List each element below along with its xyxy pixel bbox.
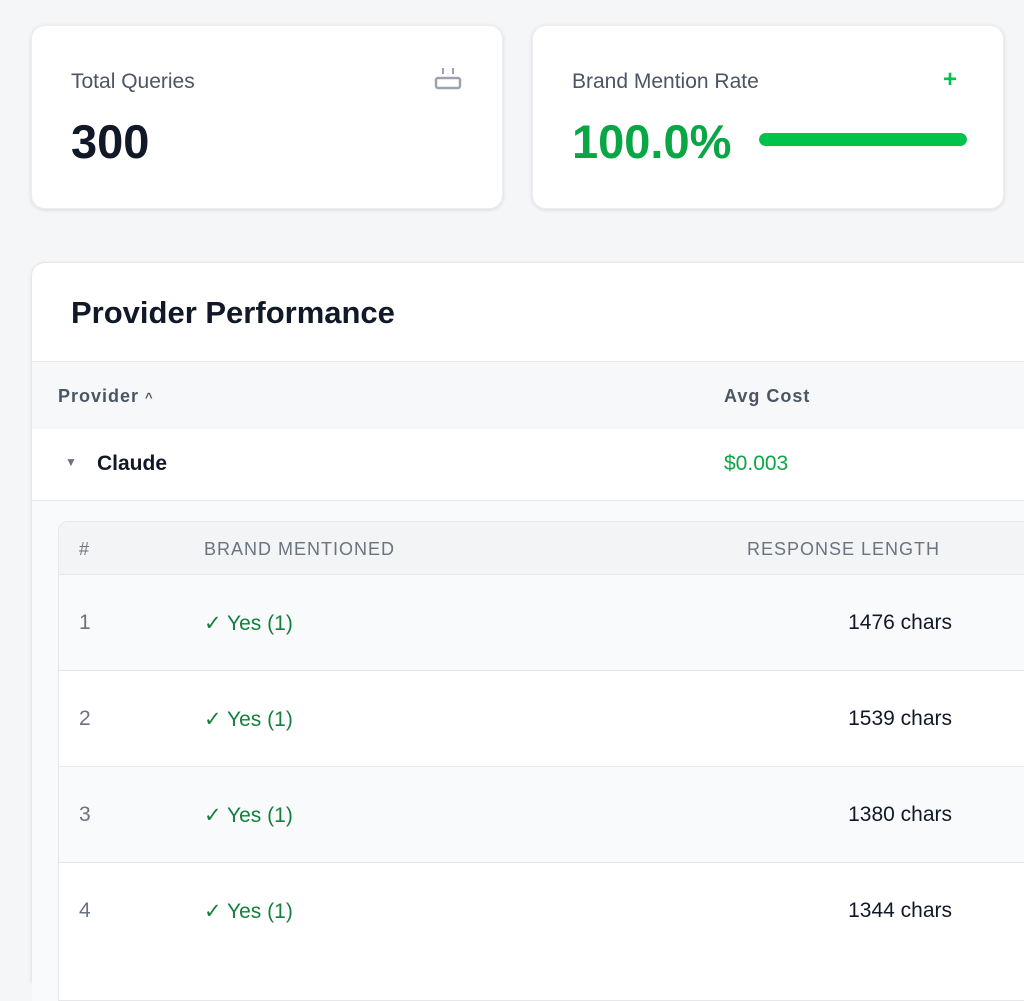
brand-mentioned-value: ✓ Yes (1) — [204, 900, 293, 923]
row-number: 3 — [79, 803, 91, 826]
provider-details: # BRAND MENTIONED RESPONSE LENGTH 1 ✓ Ye… — [32, 501, 1024, 1001]
response-length-value: 1380 chars — [848, 803, 952, 826]
column-response-length: RESPONSE LENGTH — [747, 539, 941, 559]
plus-icon: + — [942, 66, 957, 93]
expand-caret-icon[interactable]: ▼ — [65, 455, 77, 469]
brand-mention-rate-card: Brand Mention Rate + 100.0% — [532, 25, 1004, 209]
total-queries-card: Total Queries 300 — [31, 25, 503, 209]
brand-mentioned-value: ✓ Yes (1) — [204, 708, 293, 731]
progress-fill — [759, 133, 967, 146]
provider-name: Claude — [97, 452, 168, 475]
table-row[interactable]: 1 ✓ Yes (1) 1476 chars — [59, 574, 1024, 670]
table-row[interactable]: 4 ✓ Yes (1) 1344 chars — [59, 862, 1024, 958]
sort-ascending-icon: ^ — [145, 390, 154, 405]
plug-icon — [434, 68, 462, 90]
row-number: 2 — [79, 707, 91, 730]
brand-mention-rate-label: Brand Mention Rate — [572, 70, 759, 93]
brand-mentioned-value: ✓ Yes (1) — [204, 612, 293, 635]
details-table: # BRAND MENTIONED RESPONSE LENGTH 1 ✓ Ye… — [58, 521, 1024, 1001]
table-header: Provider ^ Avg Cost — [32, 361, 1024, 429]
column-provider-label: Provider — [58, 386, 140, 406]
table-row[interactable]: 3 ✓ Yes (1) 1380 chars — [59, 766, 1024, 862]
column-avg-cost[interactable]: Avg Cost — [724, 386, 811, 406]
brand-mention-rate-value: 100.0% — [572, 115, 732, 168]
response-length-value: 1539 chars — [848, 707, 952, 730]
column-number: # — [79, 539, 91, 559]
row-number: 4 — [79, 899, 91, 922]
total-queries-value: 300 — [71, 115, 150, 168]
brand-mentioned-value: ✓ Yes (1) — [204, 804, 293, 827]
column-provider[interactable]: Provider ^ — [58, 386, 154, 407]
brand-mention-progress-bar — [759, 133, 967, 146]
provider-avg-cost: $0.003 — [724, 452, 789, 475]
total-queries-label: Total Queries — [71, 70, 195, 93]
provider-performance-panel: Provider Performance Provider ^ Avg Cost… — [31, 262, 1024, 1001]
response-length-value: 1344 chars — [848, 899, 952, 922]
column-brand-mentioned: BRAND MENTIONED — [204, 539, 396, 559]
response-length-value: 1476 chars — [848, 611, 952, 634]
table-row[interactable]: 2 ✓ Yes (1) 1539 chars — [59, 670, 1024, 766]
details-header: # BRAND MENTIONED RESPONSE LENGTH — [59, 522, 1024, 574]
row-number: 1 — [79, 611, 91, 634]
panel-title: Provider Performance — [71, 295, 395, 330]
provider-row-claude[interactable]: ▼ Claude $0.003 — [32, 429, 1024, 501]
